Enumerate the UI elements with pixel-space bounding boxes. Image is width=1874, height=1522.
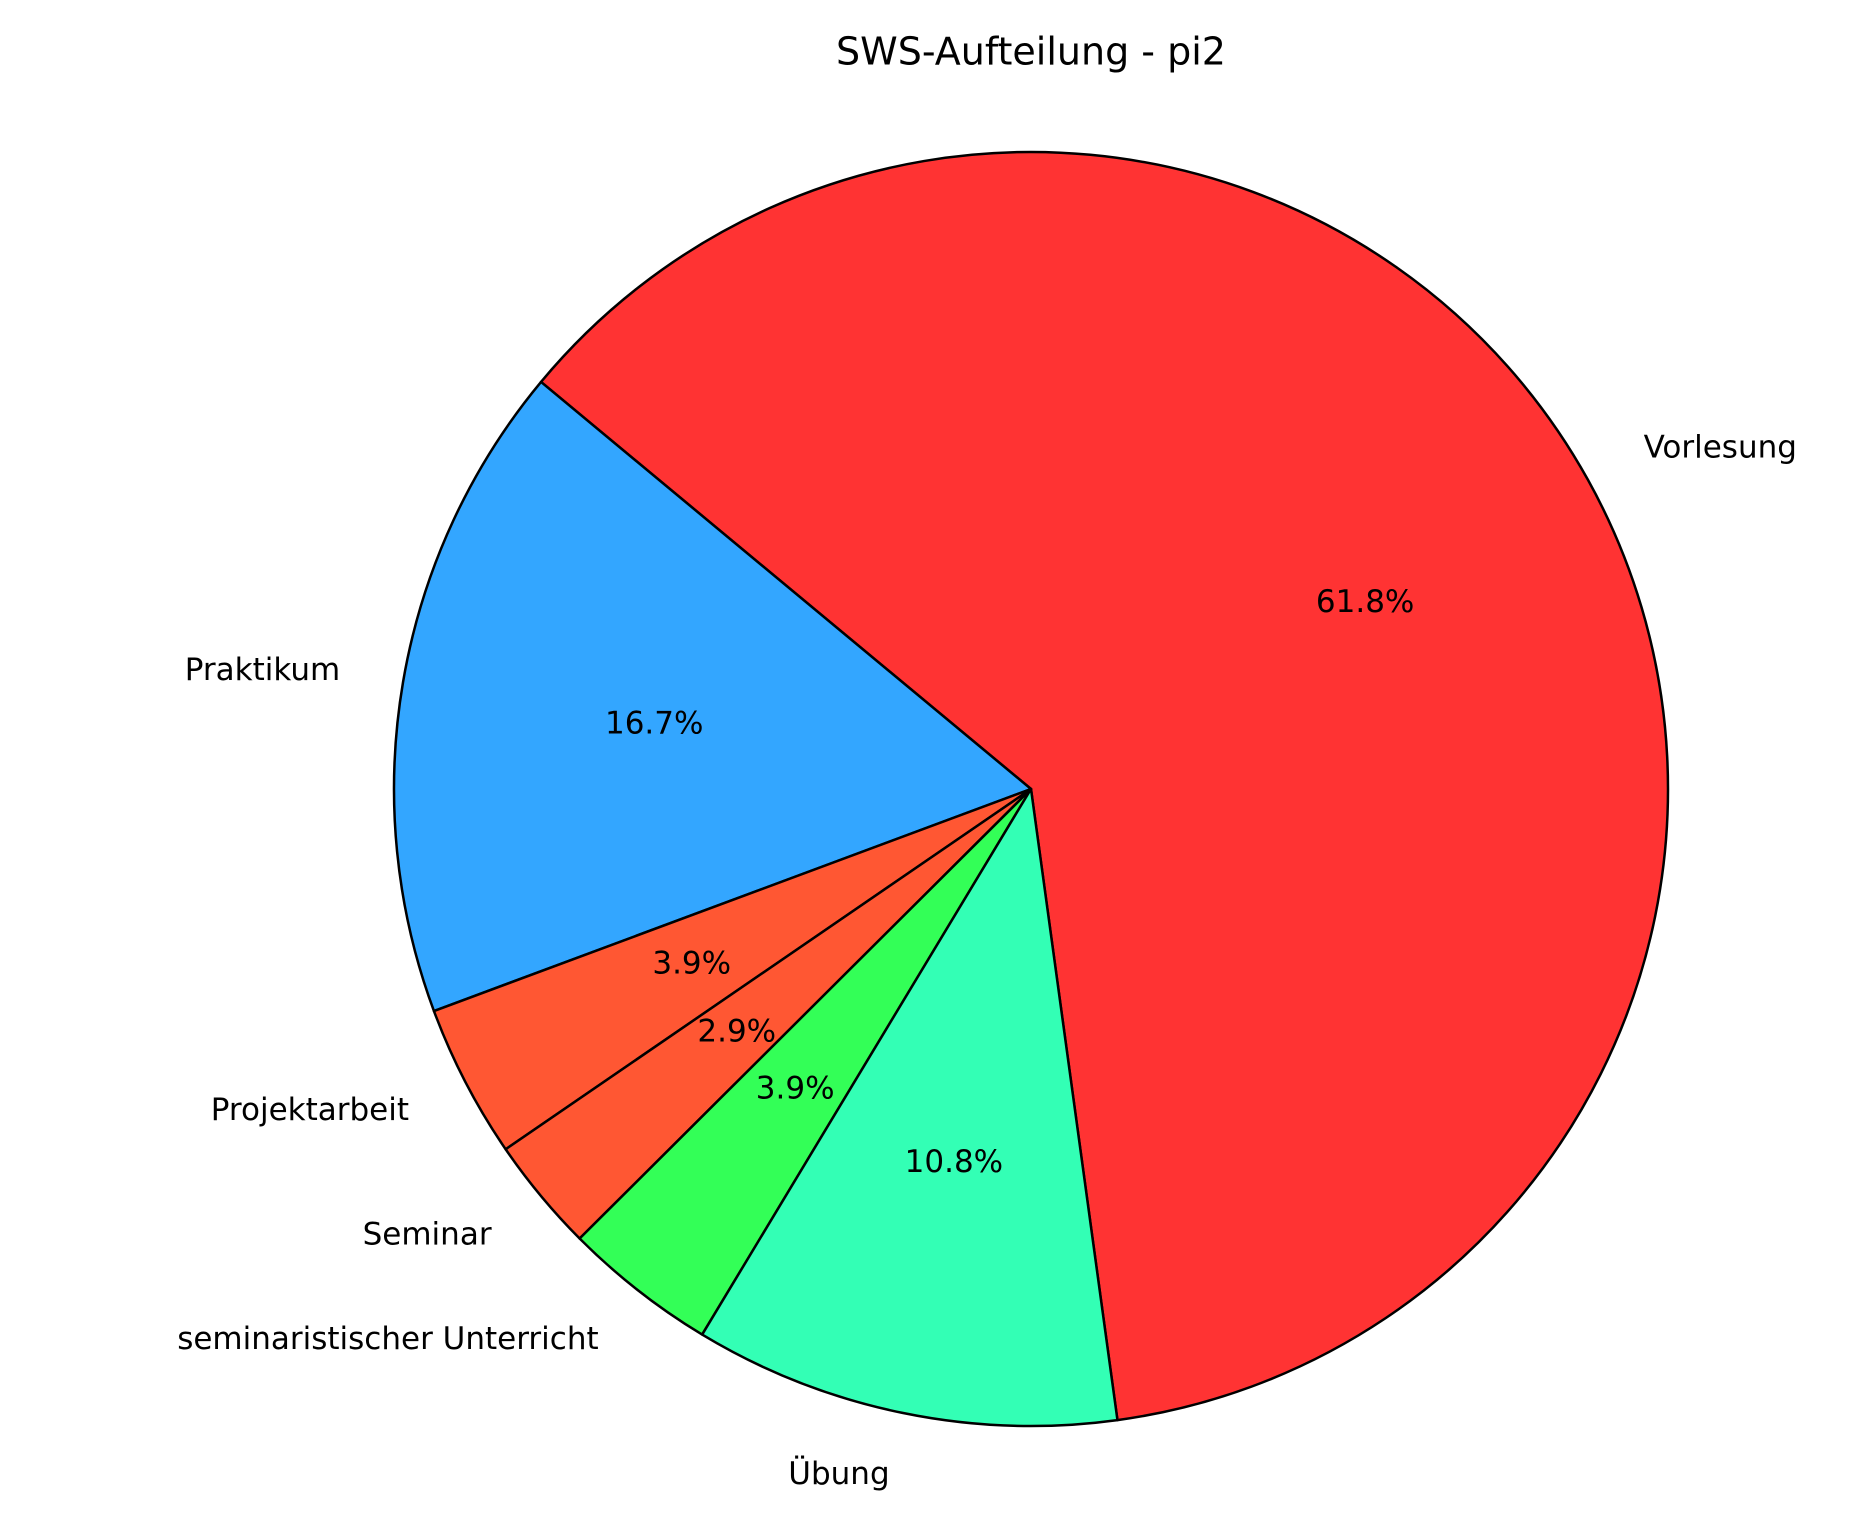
percent-label: 16.7% — [605, 705, 703, 741]
slice-label: Seminar — [363, 1217, 492, 1253]
pie-slice — [700, 787, 1119, 1428]
slice-label: Übung — [788, 1455, 889, 1492]
pie-slice — [392, 380, 1033, 1013]
percent-label: 10.8% — [905, 1144, 1003, 1180]
slice-label: seminaristischer Unterricht — [177, 1321, 598, 1357]
chart-title: SWS-Aufteilung - pi2 — [836, 30, 1226, 74]
slice-label: Projektarbeit — [211, 1092, 409, 1128]
percent-label: 61.8% — [1316, 584, 1414, 620]
percent-label: 3.9% — [652, 946, 731, 982]
slice-label: Praktikum — [185, 652, 340, 688]
percent-label: 2.9% — [697, 1013, 776, 1049]
percent-label: 3.9% — [756, 1070, 835, 1106]
slice-label: Vorlesung — [1644, 429, 1797, 465]
pie-slice — [539, 150, 1670, 1422]
